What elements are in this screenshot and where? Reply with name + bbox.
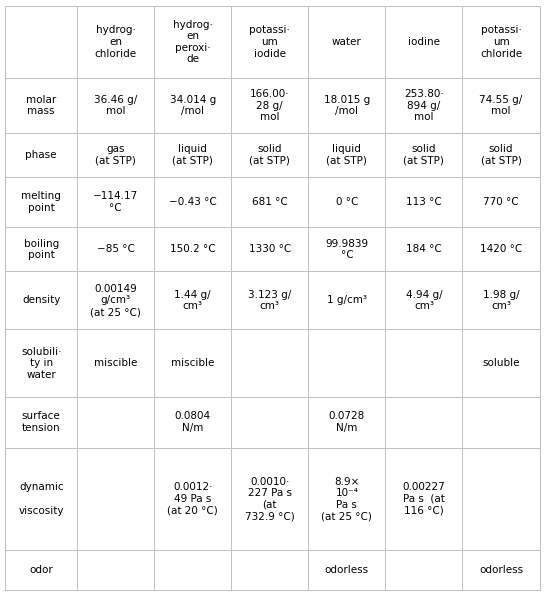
Text: liquid
(at STP): liquid (at STP) — [172, 144, 213, 166]
Text: 1420 °C: 1420 °C — [480, 244, 522, 254]
Text: −0.43 °C: −0.43 °C — [169, 197, 216, 207]
Text: 99.9839
°C: 99.9839 °C — [325, 238, 368, 260]
Text: 1.98 g/
cm³: 1.98 g/ cm³ — [483, 290, 519, 311]
Text: odorless: odorless — [325, 565, 369, 575]
Text: solid
(at STP): solid (at STP) — [481, 144, 522, 166]
Text: 0.0728
N/m: 0.0728 N/m — [329, 411, 365, 433]
Text: odorless: odorless — [479, 565, 523, 575]
Text: 36.46 g/
mol: 36.46 g/ mol — [94, 95, 137, 116]
Text: dynamic

viscosity: dynamic viscosity — [19, 482, 64, 516]
Text: phase: phase — [26, 150, 57, 160]
Text: surface
tension: surface tension — [22, 411, 60, 433]
Text: boiling
point: boiling point — [23, 238, 59, 260]
Text: miscible: miscible — [94, 358, 137, 368]
Text: 0.0804
N/m: 0.0804 N/m — [174, 411, 211, 433]
Text: iodine: iodine — [408, 37, 440, 47]
Text: 113 °C: 113 °C — [406, 197, 442, 207]
Text: soluble: soluble — [482, 358, 520, 368]
Text: potassi·
um
iodide: potassi· um iodide — [249, 26, 290, 58]
Text: 770 °C: 770 °C — [483, 197, 519, 207]
Text: 4.94 g/
cm³: 4.94 g/ cm³ — [405, 290, 442, 311]
Text: gas
(at STP): gas (at STP) — [95, 144, 136, 166]
Text: 0.0010·
227 Pa s
(at
732.9 °C): 0.0010· 227 Pa s (at 732.9 °C) — [245, 477, 295, 522]
Text: 1 g/cm³: 1 g/cm³ — [327, 296, 367, 305]
Text: 1330 °C: 1330 °C — [249, 244, 291, 254]
Text: 0.00227
Pa s  (at
116 °C): 0.00227 Pa s (at 116 °C) — [403, 482, 445, 516]
Text: density: density — [22, 296, 60, 305]
Text: hydrog·
en
chloride: hydrog· en chloride — [94, 26, 137, 58]
Text: 8.9×
10⁻⁴
Pa s
(at 25 °C): 8.9× 10⁻⁴ Pa s (at 25 °C) — [322, 477, 372, 522]
Text: solubili·
ty in
water: solubili· ty in water — [21, 346, 62, 380]
Text: −85 °C: −85 °C — [96, 244, 135, 254]
Text: solid
(at STP): solid (at STP) — [403, 144, 444, 166]
Text: 681 °C: 681 °C — [252, 197, 288, 207]
Text: melting
point: melting point — [21, 191, 61, 213]
Text: 184 °C: 184 °C — [406, 244, 442, 254]
Text: liquid
(at STP): liquid (at STP) — [326, 144, 367, 166]
Text: 253.80·
894 g/
mol: 253.80· 894 g/ mol — [404, 89, 444, 122]
Text: 150.2 °C: 150.2 °C — [170, 244, 215, 254]
Text: potassi·
um
chloride: potassi· um chloride — [480, 26, 522, 58]
Text: 0.00149
g/cm³
(at 25 °C): 0.00149 g/cm³ (at 25 °C) — [90, 284, 141, 317]
Text: 3.123 g/
cm³: 3.123 g/ cm³ — [248, 290, 292, 311]
Text: water: water — [332, 37, 362, 47]
Text: molar
mass: molar mass — [26, 95, 56, 116]
Text: −114.17
°C: −114.17 °C — [93, 191, 138, 213]
Text: 74.55 g/
mol: 74.55 g/ mol — [480, 95, 523, 116]
Text: 166.00·
28 g/
mol: 166.00· 28 g/ mol — [250, 89, 289, 122]
Text: hydrog·
en
peroxi·
de: hydrog· en peroxi· de — [173, 20, 213, 64]
Text: 1.44 g/
cm³: 1.44 g/ cm³ — [174, 290, 211, 311]
Text: 34.014 g
/mol: 34.014 g /mol — [169, 95, 216, 116]
Text: 0.0012·
49 Pa s
(at 20 °C): 0.0012· 49 Pa s (at 20 °C) — [167, 482, 218, 516]
Text: odor: odor — [29, 565, 53, 575]
Text: 0 °C: 0 °C — [336, 197, 358, 207]
Text: 18.015 g
/mol: 18.015 g /mol — [324, 95, 370, 116]
Text: miscible: miscible — [171, 358, 214, 368]
Text: solid
(at STP): solid (at STP) — [249, 144, 290, 166]
